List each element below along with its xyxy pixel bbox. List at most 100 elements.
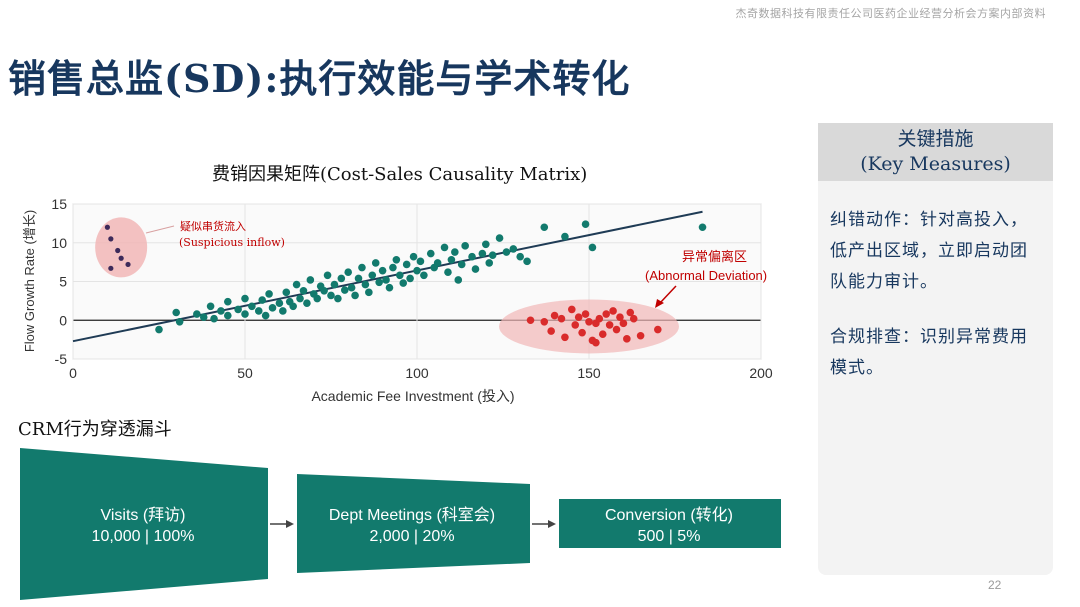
data-point [268, 304, 277, 312]
data-point [330, 280, 339, 289]
funnel-title: CRM行为穿透漏斗 [18, 419, 172, 440]
annotation-suspicious: 疑似串货流入 (Suspicious inflow) [145, 219, 285, 249]
data-point [588, 243, 597, 252]
data-point [206, 302, 215, 311]
x-tick-label: 0 [69, 365, 77, 381]
data-point [602, 310, 610, 318]
data-point [605, 321, 614, 329]
data-point [461, 242, 469, 250]
data-point [619, 319, 628, 328]
data-point [217, 307, 225, 315]
chart-title: 费销因果矩阵(Cost-Sales Causality Matrix) [212, 164, 588, 185]
key-measures-panel: 关键措施 (Key Measures) 纠错动作：针对高投入，低产出区域，立即启… [818, 123, 1053, 575]
data-point [488, 251, 497, 259]
data-point [502, 248, 511, 256]
data-point [265, 290, 273, 298]
data-point [399, 279, 408, 287]
data-point [595, 314, 604, 323]
data-point [578, 328, 586, 337]
data-point [334, 294, 342, 303]
data-point [108, 236, 114, 242]
x-tick-label: 50 [237, 365, 253, 381]
data-point [320, 287, 328, 295]
key-measures-title-en: (Key Measures) [860, 153, 1011, 175]
annotation-abnormal: 异常偏离区 (Abnormal Deviation) [645, 249, 767, 308]
data-point [282, 288, 291, 297]
data-point [118, 255, 124, 261]
data-point [199, 313, 208, 321]
funnel-stage-visits-value: 10,000 | 100% [92, 528, 195, 545]
funnel-stage-conversion-label: Conversion (转化) [605, 506, 733, 524]
data-point [416, 257, 425, 266]
annotation-abnormal-en: (Abnormal Deviation) [645, 268, 767, 283]
data-point [358, 263, 366, 272]
data-point [378, 266, 387, 275]
data-point [561, 232, 569, 241]
data-point [224, 297, 232, 306]
data-point [327, 291, 335, 300]
data-point [361, 280, 370, 289]
annotation-arrow-shaft [659, 285, 677, 304]
y-tick-label: 15 [51, 196, 67, 212]
funnel-arrow-2-head [548, 520, 556, 528]
data-point [344, 268, 353, 276]
annotation-arrow-head [655, 299, 664, 308]
data-point [447, 256, 456, 264]
data-point [526, 316, 535, 325]
data-point [468, 252, 476, 261]
data-point [389, 263, 397, 272]
data-point [433, 259, 442, 267]
data-point [299, 287, 308, 295]
data-point [413, 266, 421, 275]
page-number: 22 [988, 578, 1002, 592]
data-point [482, 240, 490, 249]
page-title: 销售总监(SD):执行效能与学术转化 [8, 56, 631, 101]
x-tick-label: 100 [405, 365, 429, 381]
data-point [616, 313, 624, 321]
data-point [155, 325, 163, 334]
data-point [523, 257, 531, 266]
funnel-stage-conversion [559, 499, 781, 548]
header-note: 杰奇数据科技有限责任公司医药企业经营分析会方案内部资料 [735, 7, 1046, 20]
data-point [550, 311, 559, 320]
data-point [351, 291, 359, 300]
data-point [420, 271, 428, 280]
data-point [368, 271, 377, 280]
data-point [396, 271, 404, 280]
data-point [574, 313, 583, 321]
data-point [241, 294, 249, 303]
funnel-stage-visits [20, 448, 268, 600]
funnel-arrow-1-head [286, 520, 294, 528]
data-point [592, 338, 600, 347]
key-measures-header: 关键措施 (Key Measures) [818, 123, 1053, 181]
data-point [509, 245, 518, 253]
data-point [258, 296, 267, 304]
data-point [337, 274, 346, 283]
key-measures-title-cn: 关键措施 [897, 128, 974, 150]
data-point [303, 299, 311, 307]
key-measures-body: 纠错动作：针对高投入，低产出区域，立即启动团队能力审计。 合规排查：识别异常费用… [818, 181, 1053, 384]
data-point [104, 224, 110, 230]
data-point [636, 331, 645, 340]
data-point [248, 302, 256, 311]
crm-funnel: Visits (拜访) 10,000 | 100% Dept Meetings … [20, 448, 781, 600]
data-point [175, 318, 184, 326]
measure-item-compliance: 合规排查：识别异常费用模式。 [830, 327, 1028, 378]
funnel-stage-meetings-value: 2,000 | 20% [369, 528, 454, 545]
funnel-stage-meetings-label: Dept Meetings (科室会) [329, 506, 495, 524]
data-point [365, 288, 373, 297]
data-point [402, 260, 411, 269]
data-point [516, 252, 524, 261]
data-point [296, 294, 304, 303]
data-point [125, 261, 131, 268]
x-tick-label: 150 [577, 365, 601, 381]
annotation-abnormal-cn: 异常偏离区 [682, 249, 747, 265]
data-point [354, 274, 363, 283]
data-point [623, 335, 631, 343]
annotation-suspicious-en: (Suspicious inflow) [179, 236, 285, 249]
x-axis-label: Academic Fee Investment (投入) [311, 388, 514, 404]
y-tick-label: -5 [55, 351, 68, 367]
data-point [409, 252, 418, 261]
data-point [261, 311, 270, 320]
